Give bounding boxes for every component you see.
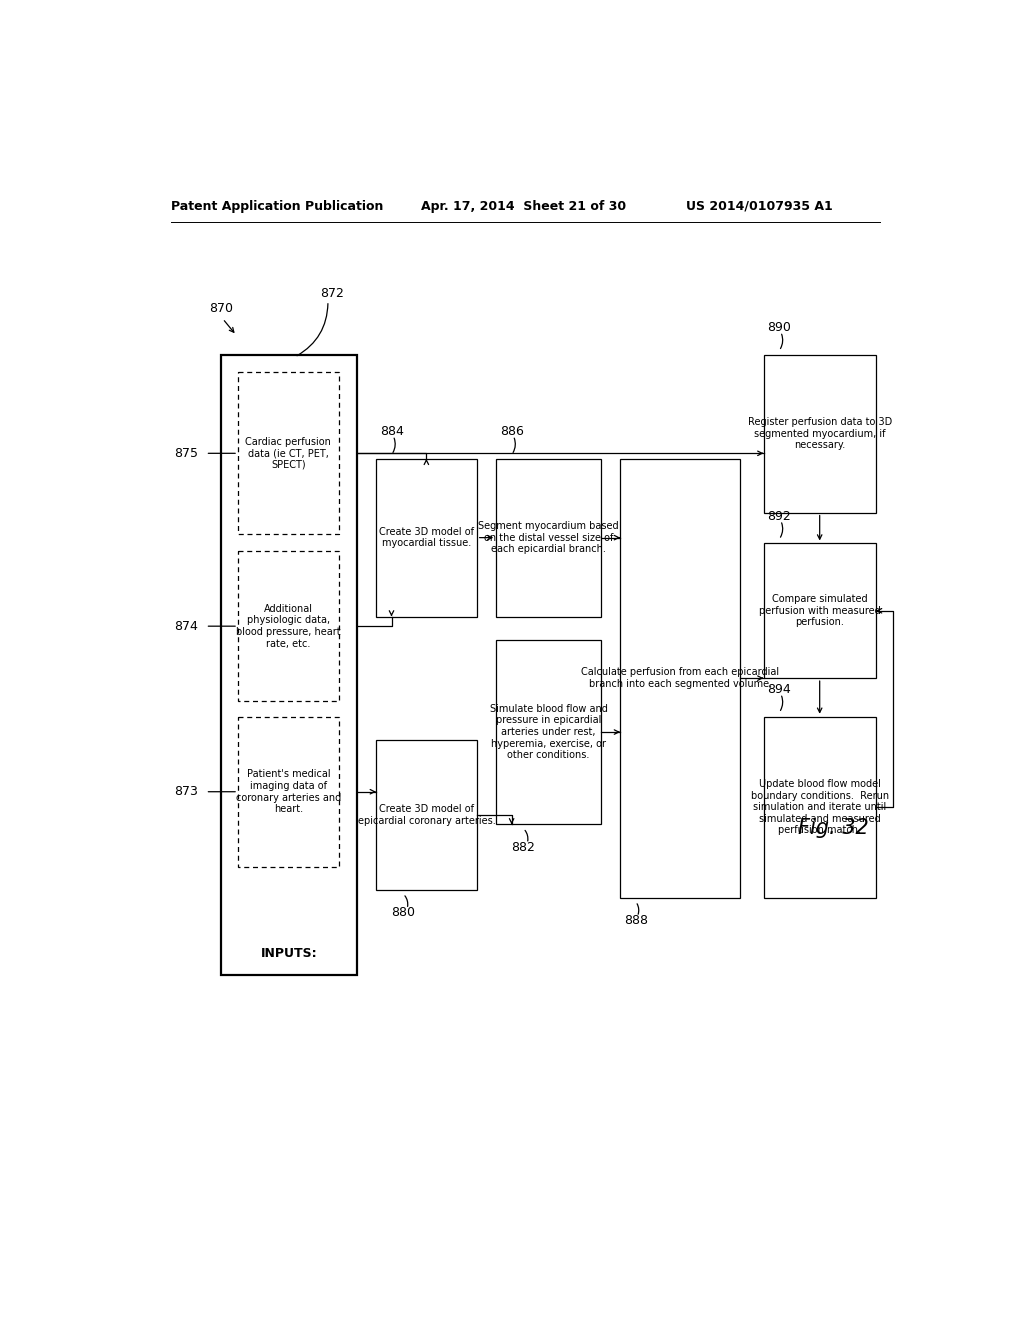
Text: 873: 873 [174,785,198,799]
FancyBboxPatch shape [238,372,339,535]
Text: 886: 886 [500,425,524,438]
Text: Compare simulated
perfusion with measured
perfusion.: Compare simulated perfusion with measure… [759,594,881,627]
FancyBboxPatch shape [376,739,477,890]
Text: Patient's medical
imaging data of
coronary arteries and
heart.: Patient's medical imaging data of corona… [236,770,341,814]
Text: Cardiac perfusion
data (ie CT, PET,
SPECT): Cardiac perfusion data (ie CT, PET, SPEC… [246,437,332,470]
Text: Apr. 17, 2014  Sheet 21 of 30: Apr. 17, 2014 Sheet 21 of 30 [421,199,626,213]
FancyBboxPatch shape [764,717,876,898]
Text: 870: 870 [209,302,233,315]
FancyBboxPatch shape [764,544,876,678]
FancyBboxPatch shape [496,459,601,616]
Text: 882: 882 [512,841,536,854]
Text: Update blood flow model
boundary conditions.  Rerun
simulation and iterate until: Update blood flow model boundary conditi… [751,779,889,836]
Text: 872: 872 [321,286,344,300]
Text: Simulate blood flow and
pressure in epicardial
arteries under rest,
hyperemia, e: Simulate blood flow and pressure in epic… [489,704,607,760]
Text: Register perfusion data to 3D
segmented myocardium, if
necessary.: Register perfusion data to 3D segmented … [748,417,892,450]
Text: 890: 890 [767,321,792,334]
Text: Calculate perfusion from each epicardial
branch into each segmented volume.: Calculate perfusion from each epicardial… [582,668,779,689]
FancyBboxPatch shape [376,459,477,616]
FancyBboxPatch shape [621,459,740,898]
FancyBboxPatch shape [238,717,339,867]
Text: 888: 888 [624,915,648,927]
Text: 874: 874 [174,619,198,632]
Text: Patent Application Publication: Patent Application Publication [171,199,383,213]
Text: INPUTS:: INPUTS: [260,946,317,960]
FancyBboxPatch shape [221,355,356,974]
Text: Additional
physiologic data,
blood pressure, heart
rate, etc.: Additional physiologic data, blood press… [237,603,341,648]
FancyBboxPatch shape [764,355,876,512]
Text: Create 3D model of
myocardial tissue.: Create 3D model of myocardial tissue. [379,527,474,548]
Text: US 2014/0107935 A1: US 2014/0107935 A1 [686,199,833,213]
Text: Fig. 32: Fig. 32 [799,818,869,838]
FancyBboxPatch shape [238,552,339,701]
Text: 880: 880 [391,907,416,920]
Text: 894: 894 [767,684,792,696]
FancyBboxPatch shape [496,640,601,825]
Text: 875: 875 [174,446,198,459]
Text: Create 3D model of
epicardial coronary arteries.: Create 3D model of epicardial coronary a… [357,804,496,825]
Text: 892: 892 [767,510,792,523]
Text: Segment myocardium based
on the distal vessel size of
each epicardial branch.: Segment myocardium based on the distal v… [478,521,618,554]
Text: 884: 884 [380,425,403,438]
